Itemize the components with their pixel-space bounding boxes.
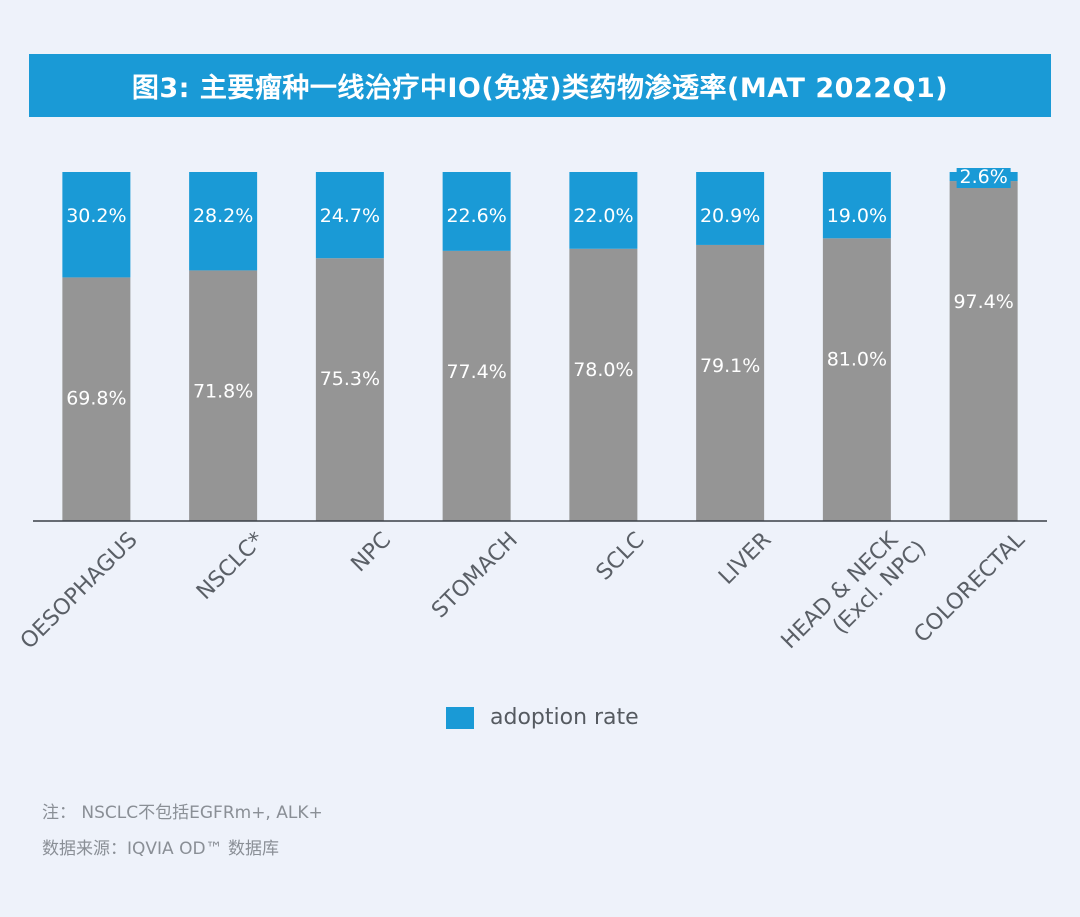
data-label-adoption-rate: 19.0%: [827, 205, 887, 227]
bar-other-head-neck: [822, 238, 891, 521]
data-label-other: 79.1%: [700, 355, 760, 377]
bar-adoption-rate-nsclc: [189, 172, 258, 271]
x-tick-label-line: SCLC: [592, 528, 650, 586]
bar-adoption-rate-head-neck: [822, 172, 891, 239]
data-label-adoption-rate: 2.6%: [959, 166, 1007, 188]
data-label-adoption-rate: 30.2%: [66, 205, 126, 227]
x-tick-label-line: LIVER: [714, 528, 776, 590]
bar-other-npc: [315, 258, 384, 521]
x-tick-label: NSCLC*: [192, 528, 269, 605]
bar-adoption-rate-npc: [315, 172, 384, 259]
x-tick-label-line: STOMACH: [427, 528, 523, 624]
x-tick-label-line: NSCLC*: [192, 528, 269, 605]
chart-title: 图3: 主要瘤种一线治疗中IO(免疫)类药物渗透率(MAT 2022Q1): [131, 73, 949, 104]
bar-adoption-rate-liver: [696, 172, 765, 245]
data-label-other: 81.0%: [827, 348, 887, 370]
legend-label: adoption rate: [490, 705, 639, 730]
bar-other-nsclc: [189, 270, 258, 521]
data-label-adoption-rate: 22.6%: [446, 205, 506, 227]
stacked-bar-chart: 69.8% 30.2% OESOPHAGUS 71.8% 28.2% NSCLC* 75.3…: [16, 166, 1047, 655]
x-tick-label-line: OESOPHAGUS: [16, 528, 143, 655]
data-label-other: 71.8%: [193, 380, 253, 402]
legend: adoption rate: [446, 705, 639, 730]
chart-title-bar: 图3: 主要瘤种一线治疗中IO(免疫)类药物渗透率(MAT 2022Q1): [29, 54, 1051, 117]
x-tick-label-line: COLORECTAL: [910, 527, 1031, 648]
legend-swatch-adoption-rate: [446, 706, 474, 729]
data-label-other: 97.4%: [953, 291, 1013, 313]
bar-adoption-rate-stomach: [442, 172, 511, 251]
x-tick-label-line: NPC: [347, 528, 397, 578]
footnote: 注： NSCLC不包括EGFRm+, ALK+: [42, 803, 323, 823]
x-tick-label: OESOPHAGUS: [16, 528, 143, 655]
bar-other-colorectal: [949, 181, 1018, 521]
x-tick-label: SCLC: [592, 528, 650, 586]
x-tick-label: HEAD & NECK(Excl. NPC): [777, 527, 932, 654]
x-tick-label: COLORECTAL: [910, 527, 1031, 648]
bar-other-sclc: [569, 248, 638, 521]
bar-adoption-rate-sclc: [569, 172, 638, 249]
data-label-adoption-rate: 28.2%: [193, 205, 253, 227]
x-tick-label: NPC: [347, 528, 397, 578]
bar-other-oesophagus: [62, 277, 131, 521]
data-label-other: 77.4%: [446, 361, 506, 383]
bar-other-stomach: [442, 250, 511, 521]
data-label-other: 69.8%: [66, 387, 126, 409]
data-label-adoption-rate: 20.9%: [700, 205, 760, 227]
bar-label-bg: [956, 168, 1011, 188]
x-tick-label: STOMACH: [427, 528, 523, 624]
data-label-other: 78.0%: [573, 359, 633, 381]
bar-adoption-rate-oesophagus: [62, 172, 131, 278]
source-note: 数据来源：IQVIA OD™ 数据库: [42, 839, 279, 859]
bar-other-liver: [696, 244, 765, 522]
data-label-adoption-rate: 24.7%: [320, 205, 380, 227]
x-tick-label: LIVER: [714, 528, 776, 590]
data-label-other: 75.3%: [320, 368, 380, 390]
data-label-adoption-rate: 22.0%: [573, 205, 633, 227]
